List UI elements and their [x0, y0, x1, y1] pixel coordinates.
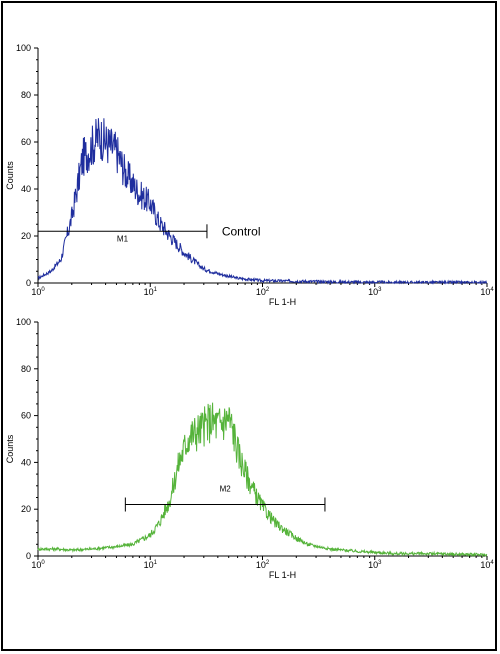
- x-axis-title: FL 1-H: [269, 297, 296, 307]
- y-tick-label: 40: [21, 457, 31, 467]
- y-tick-label: 80: [21, 90, 31, 100]
- y-tick-label: 20: [21, 231, 31, 241]
- y-tick-label: 100: [16, 317, 31, 327]
- x-tick-label: 104: [480, 287, 494, 297]
- marker-label: M1: [117, 234, 129, 243]
- y-tick-label: 60: [21, 137, 31, 147]
- marker-label: M2: [220, 485, 232, 494]
- y-tick-label: 40: [21, 184, 31, 194]
- y-tick-label: 80: [21, 364, 31, 374]
- y-tick-label: 20: [21, 504, 31, 514]
- x-axis-title: FL 1-H: [269, 570, 296, 580]
- y-tick-label: 0: [26, 278, 31, 288]
- x-tick-label: 103: [368, 287, 382, 297]
- series-line: [37, 402, 488, 558]
- series-line: [37, 118, 488, 285]
- x-tick-label: 104: [480, 560, 494, 570]
- x-tick-label: 103: [368, 560, 382, 570]
- y-tick-label: 0: [26, 551, 31, 561]
- y-axis-title: Counts: [5, 161, 15, 190]
- x-tick-label: 101: [144, 560, 158, 570]
- x-tick-label: 100: [31, 287, 45, 297]
- control-annotation: Control: [222, 224, 261, 238]
- x-tick-label: 101: [144, 287, 158, 297]
- x-tick-label: 102: [256, 560, 270, 570]
- x-tick-label: 102: [256, 287, 270, 297]
- x-tick-label: 100: [31, 560, 45, 570]
- y-tick-label: 100: [16, 43, 31, 53]
- chart-panel-1: 0 20 40 60 80 100 100 101 102 103 104 FL 1-H Counts M…: [5, 43, 494, 307]
- chart-panel-2: 0 20 40 60 80 100 100 101 102 103 104 FL 1-H Counts M…: [5, 317, 494, 580]
- y-tick-label: 60: [21, 411, 31, 421]
- y-axis-title: Counts: [5, 434, 15, 463]
